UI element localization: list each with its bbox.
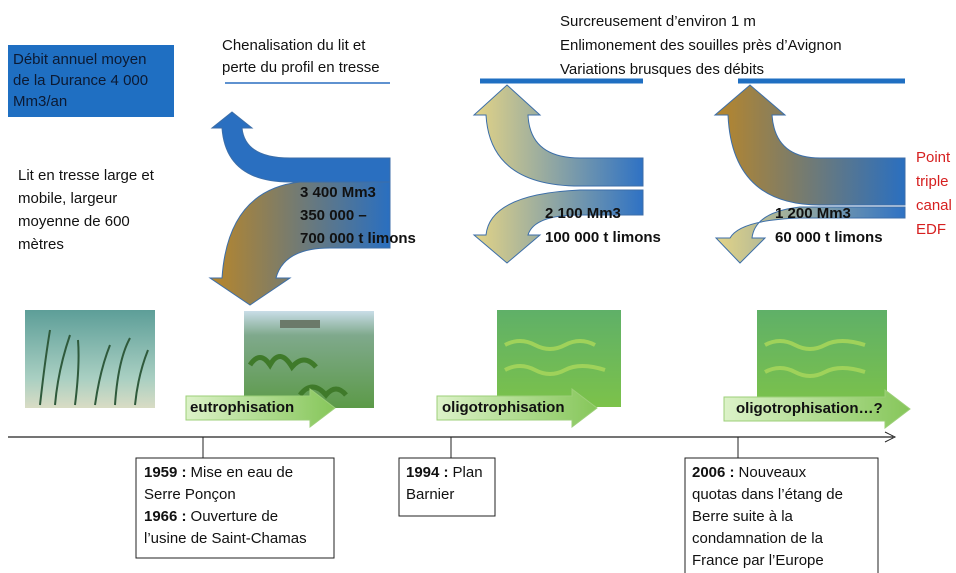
flow-label: 3 400 Mm3 bbox=[300, 182, 376, 204]
stage-title: Surcreusement d’environ 1 m bbox=[560, 11, 756, 33]
process-label: oligotrophisation…? bbox=[736, 398, 883, 420]
side-note: triple bbox=[916, 171, 949, 193]
initial-text: mètres bbox=[18, 234, 64, 256]
stage-title: perte du profil en tresse bbox=[222, 57, 380, 79]
event-line: condamnation de la bbox=[692, 530, 823, 547]
event-year: 1959 : bbox=[144, 464, 187, 481]
event-line: Serre Ponçon bbox=[144, 486, 236, 503]
flow-label: 700 000 t limons bbox=[300, 228, 416, 250]
flow-label: 100 000 t limons bbox=[545, 227, 661, 249]
side-note: Point bbox=[916, 147, 950, 169]
event-line: l’usine de Saint-Chamas bbox=[144, 530, 307, 547]
side-note: canal bbox=[916, 195, 952, 217]
event-text: l’usine de Saint-Chamas bbox=[144, 528, 307, 550]
stage-title: Chenalisation du lit et bbox=[222, 35, 365, 57]
process-label: oligotrophisation bbox=[442, 397, 564, 419]
flow-label: 1 200 Mm3 bbox=[775, 203, 851, 225]
event-line: quotas dans l’étang de bbox=[692, 486, 843, 503]
side-note: EDF bbox=[916, 219, 946, 241]
event-year: 1994 : bbox=[406, 464, 449, 481]
event-line: Barnier bbox=[406, 486, 454, 503]
event-text: 1959 :Mise en eau de bbox=[144, 462, 293, 484]
flow-arrow bbox=[474, 85, 643, 186]
info-text: Débit annuel moyen bbox=[13, 49, 146, 71]
flow-label: 2 100 Mm3 bbox=[545, 203, 621, 225]
process-label: eutrophisation bbox=[190, 397, 294, 419]
event-text: 2006 :Nouveaux bbox=[692, 462, 806, 484]
event-line: Plan bbox=[453, 464, 483, 481]
event-year: 2006 : bbox=[692, 464, 735, 481]
event-text: Serre Ponçon bbox=[144, 484, 236, 506]
event-text: condamnation de la bbox=[692, 528, 823, 550]
event-text: Barnier bbox=[406, 484, 454, 506]
initial-text: moyenne de 600 bbox=[18, 211, 130, 233]
event-text: 1994 :Plan bbox=[406, 462, 483, 484]
event-line: Nouveaux bbox=[739, 464, 807, 481]
initial-text: mobile, largeur bbox=[18, 188, 117, 210]
photo bbox=[25, 310, 155, 408]
photo bbox=[497, 310, 621, 407]
event-line: Mise en eau de bbox=[191, 464, 294, 481]
event-line: Berre suite à la bbox=[692, 508, 793, 525]
flow-label: 350 000 – bbox=[300, 205, 367, 227]
slide: Débit annuel moyende la Durance 4 000Mm3… bbox=[0, 0, 956, 573]
event-text: 1966 :Ouverture de bbox=[144, 506, 278, 528]
photo bbox=[244, 311, 374, 408]
event-text: France par l’Europe bbox=[692, 550, 824, 572]
event-line: Ouverture de bbox=[191, 508, 279, 525]
stage-title: Variations brusques des débits bbox=[560, 59, 764, 81]
info-text: de la Durance 4 000 bbox=[13, 70, 148, 92]
event-year: 1966 : bbox=[144, 508, 187, 525]
flow-arrow bbox=[715, 85, 905, 205]
info-text: Mm3/an bbox=[13, 91, 67, 113]
event-line: France par l’Europe bbox=[692, 552, 824, 569]
event-text: Berre suite à la bbox=[692, 506, 793, 528]
flow-label: 60 000 t limons bbox=[775, 227, 883, 249]
initial-text: Lit en tresse large et bbox=[18, 165, 154, 187]
flow-arrow bbox=[212, 112, 390, 182]
stage-title: Enlimonement des souilles près d’Avignon bbox=[560, 35, 842, 57]
photo bbox=[757, 310, 887, 407]
event-text: quotas dans l’étang de bbox=[692, 484, 843, 506]
